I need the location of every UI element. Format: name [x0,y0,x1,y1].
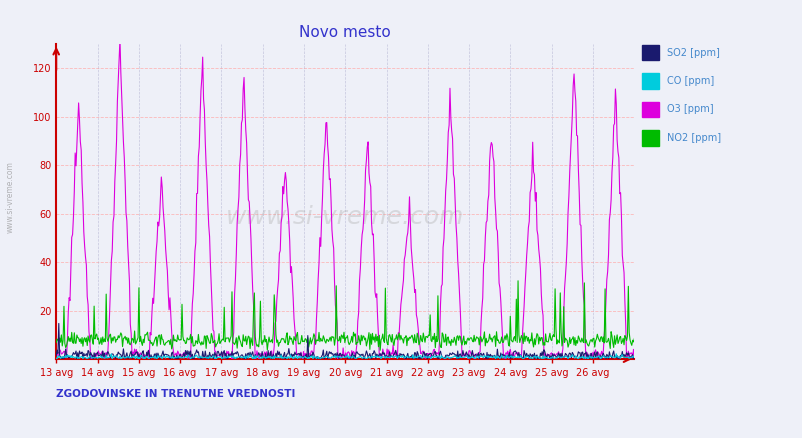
Title: Novo mesto: Novo mesto [299,25,391,40]
Text: ZGODOVINSKE IN TRENUTNE VREDNOSTI: ZGODOVINSKE IN TRENUTNE VREDNOSTI [56,389,295,399]
Text: O3 [ppm]: O3 [ppm] [666,105,713,114]
Text: SO2 [ppm]: SO2 [ppm] [666,48,719,57]
Text: www.si-vreme.com: www.si-vreme.com [226,205,464,229]
Text: CO [ppm]: CO [ppm] [666,76,714,86]
Text: www.si-vreme.com: www.si-vreme.com [6,161,15,233]
Text: NO2 [ppm]: NO2 [ppm] [666,133,720,143]
